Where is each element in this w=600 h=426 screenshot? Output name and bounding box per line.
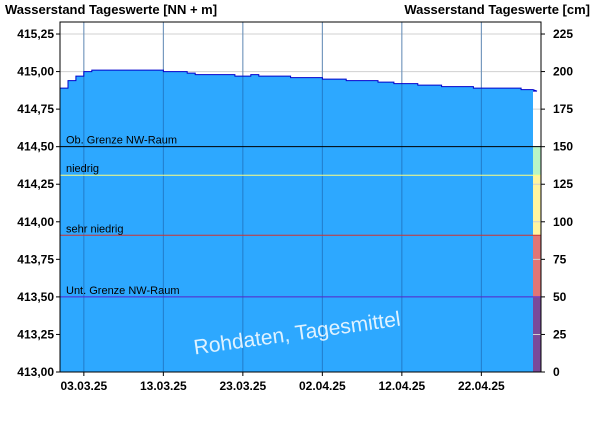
y-left-tick-label-3: 413,75 <box>17 252 54 266</box>
y-right-tick-label-0: 0 <box>553 365 560 379</box>
y-right-tick-label-1: 25 <box>553 327 567 341</box>
y-right-tick-label-9: 225 <box>553 27 573 41</box>
water-level-line <box>60 69 538 92</box>
left-y-tick-labels: 413,00 413,25 413,50 413,75 414,00 414,25 414,… <box>17 27 54 379</box>
threshold-label-2: sehr niedrig <box>66 223 123 235</box>
y-right-tick-label-2: 50 <box>553 290 567 304</box>
y-right-tick-label-5: 125 <box>553 177 573 191</box>
y-left-tick-label-8: 415,00 <box>17 65 54 79</box>
plot-frame <box>59 21 542 373</box>
x-tick-label-5: 22.04.25 <box>458 379 505 393</box>
x-tick-labels: 03.03.25 13.03.25 23.03.25 02.04.25 12.04.25… <box>60 372 505 393</box>
right-y-tick-labels: 0 25 50 75 100 125 150 175 200 225 <box>553 27 573 379</box>
x-tick-label-0: 03.03.25 <box>60 379 107 393</box>
y-left-tick-label-5: 414,25 <box>17 177 54 191</box>
y-right-tick-label-6: 150 <box>553 140 573 154</box>
y-right-tick-label-3: 75 <box>553 252 567 266</box>
axes <box>56 21 545 373</box>
x-tick-label-2: 23.03.25 <box>219 379 266 393</box>
threshold-label-0: Ob. Grenze NW-Raum <box>66 135 177 147</box>
y-right-tick-label-7: 175 <box>553 102 573 116</box>
y-right-tick-label-8: 200 <box>553 65 573 79</box>
y-left-tick-label-7: 414,75 <box>17 102 54 116</box>
x-tick-label-1: 13.03.25 <box>140 379 187 393</box>
right-axis-title: Wasserstand Tageswerte [cm] <box>404 2 590 17</box>
vertical-gridlines-over-area <box>83 22 482 372</box>
threshold-label-3: Unt. Grenze NW-Raum <box>66 285 180 297</box>
left-axis-title: Wasserstand Tageswerte [NN + m] <box>5 2 217 17</box>
y-left-tick-label-0: 413,00 <box>17 365 54 379</box>
y-right-tick-label-4: 100 <box>553 215 573 229</box>
x-tick-label-4: 12.04.25 <box>378 379 425 393</box>
y-left-tick-label-4: 414,00 <box>17 215 54 229</box>
threshold-band-2 <box>533 175 541 236</box>
x-tick-label-3: 02.04.25 <box>299 379 346 393</box>
y-left-tick-label-1: 413,25 <box>17 327 54 341</box>
threshold-band-3 <box>533 235 541 297</box>
y-left-tick-label-2: 413,50 <box>17 290 54 304</box>
threshold-band-1 <box>533 146 541 176</box>
y-left-tick-label-6: 414,50 <box>17 140 54 154</box>
threshold-lines: Ob. Grenze NW-Raum niedrig sehr niedrig Unt… <box>60 135 541 298</box>
y-left-tick-label-9: 415,25 <box>17 27 54 41</box>
threshold-label-1: niedrig <box>66 163 99 175</box>
threshold-band-0 <box>533 22 541 147</box>
